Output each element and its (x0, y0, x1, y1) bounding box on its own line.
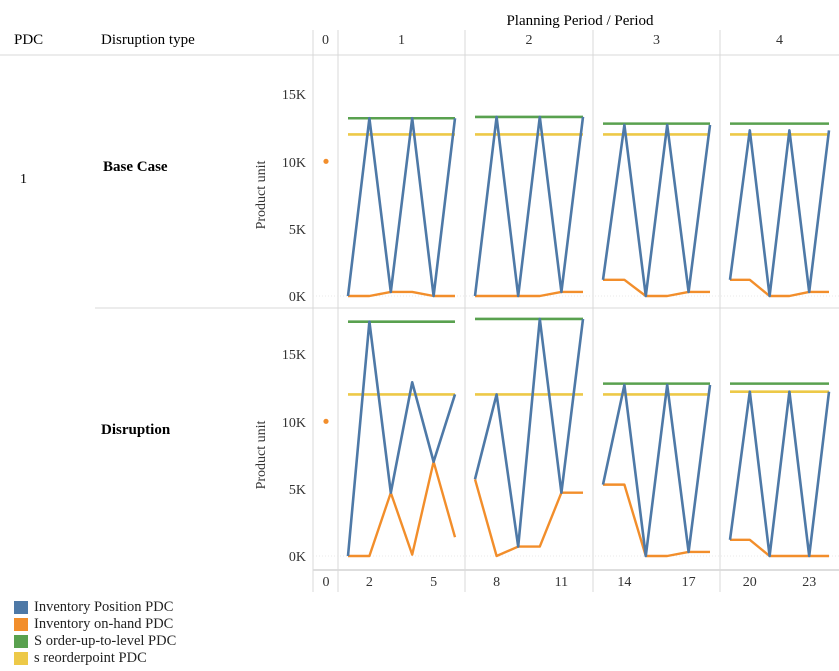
inventory-onhand-line (473, 478, 583, 558)
legend-swatch (14, 601, 28, 614)
legend-swatch (14, 618, 28, 631)
inventory-position-line (346, 116, 457, 298)
y-tick-label: 10K (282, 156, 306, 171)
inventory-position-line (601, 123, 712, 298)
period-header-3: 3 (653, 33, 660, 48)
x-tick-label: 5 (430, 575, 437, 590)
y-tick-label: 0K (289, 290, 306, 305)
inventory-onhand-line (730, 538, 829, 558)
x-tick-label: 0 (323, 575, 330, 590)
y-tick-label: 15K (282, 348, 306, 363)
header-disruption-type: Disruption type (101, 32, 195, 48)
x-tick-label: 2 (366, 575, 373, 590)
header-pdc: PDC (14, 32, 43, 48)
legend-item-order-up-to-level: S order-up-to-level PDC (14, 633, 176, 650)
legend-item-inventory-position: Inventory Position PDC (14, 599, 176, 616)
header-planning-period: Planning Period / Period (506, 13, 654, 29)
period-header-0: 0 (322, 33, 329, 48)
chart-area: PDC Disruption type Planning Period / Pe… (0, 13, 839, 592)
legend: Inventory Position PDC Inventory on-hand… (14, 599, 176, 667)
row-label-base-case: Base Case (103, 159, 168, 175)
x-tick-label: 11 (555, 575, 568, 590)
y-tick-label: 0K (289, 550, 306, 565)
x-tick-label: 23 (802, 575, 816, 590)
inventory-position-line (728, 390, 831, 558)
period-header-4: 4 (776, 33, 783, 48)
y-tick-label: 5K (289, 483, 306, 498)
x-tick-label: 14 (617, 575, 631, 590)
row-pdc-label: 1 (20, 172, 27, 187)
y-tick-label: 15K (282, 88, 306, 103)
legend-label: s reorderpoint PDC (34, 650, 147, 666)
legend-label: S order-up-to-level PDC (34, 633, 177, 649)
inventory-onhand-line (603, 278, 710, 298)
legend-label: Inventory Position PDC (34, 599, 174, 615)
inventory-position-line (473, 317, 585, 548)
period0-point (323, 418, 329, 424)
legend-label: Inventory on-hand PDC (34, 616, 174, 632)
y-axis-label: Product unit (254, 160, 269, 229)
y-tick-label: 10K (282, 416, 306, 431)
inventory-position-line (346, 320, 457, 557)
inventory-onhand-line (730, 278, 829, 298)
inventory-onhand-line (348, 290, 455, 298)
period-header-1: 1 (398, 33, 405, 48)
period0-point (323, 158, 329, 164)
x-tick-label: 17 (682, 575, 696, 590)
y-axis-label: Product unit (254, 420, 269, 489)
row-label-disruption: Disruption (101, 422, 171, 438)
inventory-position-line (473, 115, 585, 298)
x-tick-label: 20 (743, 575, 757, 590)
inventory-onhand-line (603, 483, 710, 558)
legend-swatch (14, 635, 28, 648)
marks-layer (323, 115, 831, 558)
legend-swatch (14, 652, 28, 665)
inventory-position-line (728, 129, 831, 298)
period-header-2: 2 (526, 33, 533, 48)
inventory-onhand-line (348, 460, 457, 558)
inventory-position-line (601, 383, 712, 558)
y-tick-label: 5K (289, 223, 306, 238)
legend-item-inventory-onhand: Inventory on-hand PDC (14, 616, 176, 633)
inventory-onhand-line (475, 290, 583, 298)
legend-item-reorder-point: s reorderpoint PDC (14, 650, 176, 667)
x-tick-label: 8 (493, 575, 500, 590)
